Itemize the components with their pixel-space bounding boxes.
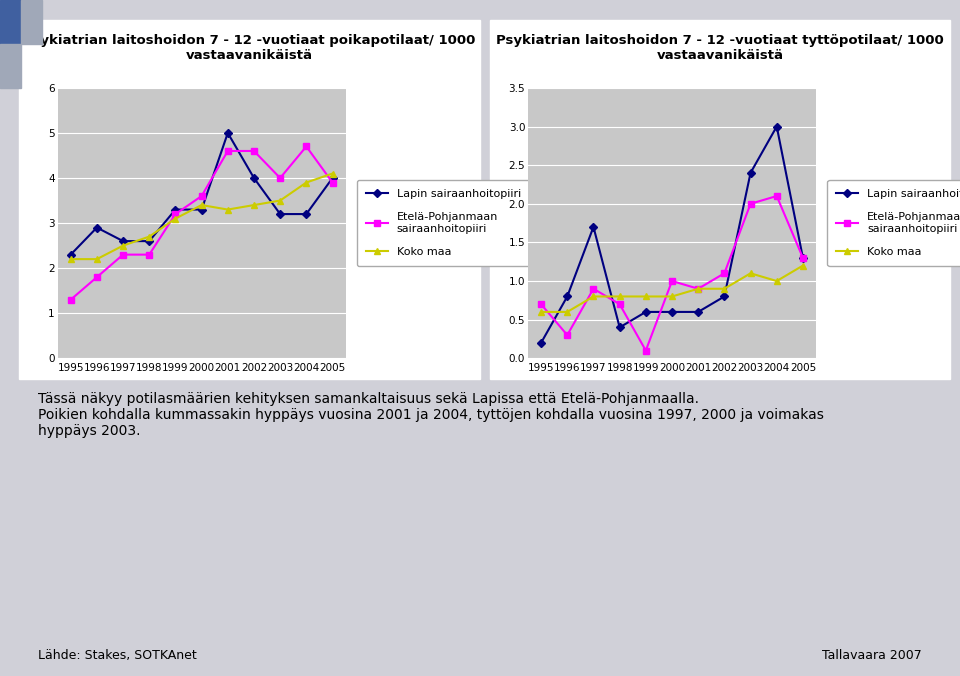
Koko maa xyxy=(745,269,756,277)
Koko maa xyxy=(613,293,625,301)
Line: Lapin sairaanhoitopiiri: Lapin sairaanhoitopiiri xyxy=(538,124,806,346)
Lapin sairaanhoitopiiri xyxy=(719,293,731,301)
Koko maa xyxy=(562,308,573,316)
Etelä-Pohjanmaan
sairaanhoitopiiri xyxy=(117,251,129,259)
Etelä-Pohjanmaan
sairaanhoitopiiri xyxy=(613,300,625,308)
Etelä-Pohjanmaan
sairaanhoitopiiri xyxy=(666,277,678,285)
Line: Koko maa: Koko maa xyxy=(67,170,336,262)
Lapin sairaanhoitopiiri xyxy=(143,237,155,245)
Etelä-Pohjanmaan
sairaanhoitopiiri xyxy=(143,251,155,259)
Koko maa xyxy=(588,293,599,301)
Koko maa xyxy=(326,170,338,178)
Etelä-Pohjanmaan
sairaanhoitopiiri xyxy=(275,174,286,182)
Lapin sairaanhoitopiiri xyxy=(562,293,573,301)
Lapin sairaanhoitopiiri xyxy=(666,308,678,316)
Etelä-Pohjanmaan
sairaanhoitopiiri xyxy=(562,331,573,339)
Lapin sairaanhoitopiiri xyxy=(326,174,338,182)
Lapin sairaanhoitopiiri xyxy=(745,169,756,177)
Etelä-Pohjanmaan
sairaanhoitopiiri xyxy=(91,273,103,281)
Text: Psykiatrian laitoshoidon 7 - 12 -vuotiaat poikapotilaat/ 1000
vastaavanikäistä: Psykiatrian laitoshoidon 7 - 12 -vuotiaa… xyxy=(23,34,476,62)
Etelä-Pohjanmaan
sairaanhoitopiiri xyxy=(536,300,547,308)
Koko maa xyxy=(170,214,181,222)
Koko maa xyxy=(222,206,233,214)
Etelä-Pohjanmaan
sairaanhoitopiiri xyxy=(65,295,77,304)
Line: Etelä-Pohjanmaan
sairaanhoitopiiri: Etelä-Pohjanmaan sairaanhoitopiiri xyxy=(67,143,336,303)
Lapin sairaanhoitopiiri xyxy=(275,210,286,218)
Legend: Lapin sairaanhoitopiiri, Etelä-Pohjanmaan
sairaanhoitopiiri, Koko maa: Lapin sairaanhoitopiiri, Etelä-Pohjanmaa… xyxy=(357,180,530,266)
Text: Tässä näkyy potilasmäärien kehityksen samankaltaisuus sekä Lapissa että Etelä-Po: Tässä näkyy potilasmäärien kehityksen sa… xyxy=(38,392,825,439)
Lapin sairaanhoitopiiri xyxy=(536,339,547,347)
Koko maa xyxy=(143,233,155,241)
Lapin sairaanhoitopiiri xyxy=(91,224,103,232)
Etelä-Pohjanmaan
sairaanhoitopiiri xyxy=(588,285,599,293)
Lapin sairaanhoitopiiri xyxy=(640,308,652,316)
Koko maa xyxy=(249,201,260,209)
Koko maa xyxy=(797,262,808,270)
Lapin sairaanhoitopiiri xyxy=(196,206,207,214)
Etelä-Pohjanmaan
sairaanhoitopiiri xyxy=(745,199,756,208)
Lapin sairaanhoitopiiri xyxy=(692,308,704,316)
Etelä-Pohjanmaan
sairaanhoitopiiri xyxy=(300,143,312,151)
Lapin sairaanhoitopiiri xyxy=(117,237,129,245)
Etelä-Pohjanmaan
sairaanhoitopiiri xyxy=(170,210,181,218)
Lapin sairaanhoitopiiri xyxy=(249,174,260,182)
Koko maa xyxy=(196,201,207,209)
Koko maa xyxy=(536,308,547,316)
Lapin sairaanhoitopiiri xyxy=(65,251,77,259)
Koko maa xyxy=(666,293,678,301)
Etelä-Pohjanmaan
sairaanhoitopiiri xyxy=(719,269,731,277)
Lapin sairaanhoitopiiri xyxy=(613,323,625,331)
Koko maa xyxy=(117,241,129,249)
Text: Psykiatrian laitoshoidon 7 - 12 -vuotiaat tyttöpotilaat/ 1000
vastaavanikäistä: Psykiatrian laitoshoidon 7 - 12 -vuotiaa… xyxy=(496,34,944,62)
Etelä-Pohjanmaan
sairaanhoitopiiri xyxy=(692,285,704,293)
Line: Koko maa: Koko maa xyxy=(538,262,806,315)
Lapin sairaanhoitopiiri xyxy=(588,223,599,231)
Koko maa xyxy=(275,197,286,205)
Lapin sairaanhoitopiiri xyxy=(222,129,233,137)
Koko maa xyxy=(719,285,731,293)
Koko maa xyxy=(65,255,77,263)
Koko maa xyxy=(771,277,782,285)
Etelä-Pohjanmaan
sairaanhoitopiiri xyxy=(326,178,338,187)
Etelä-Pohjanmaan
sairaanhoitopiiri xyxy=(222,147,233,155)
Text: Lähde: Stakes, SOTKAnet: Lähde: Stakes, SOTKAnet xyxy=(38,650,197,662)
Etelä-Pohjanmaan
sairaanhoitopiiri xyxy=(797,254,808,262)
Koko maa xyxy=(692,285,704,293)
Etelä-Pohjanmaan
sairaanhoitopiiri xyxy=(196,192,207,200)
Legend: Lapin sairaanhoitopiiri, Etelä-Pohjanmaan
sairaanhoitopiiri, Koko maa: Lapin sairaanhoitopiiri, Etelä-Pohjanmaa… xyxy=(828,180,960,266)
Koko maa xyxy=(300,178,312,187)
Lapin sairaanhoitopiiri xyxy=(797,254,808,262)
Line: Etelä-Pohjanmaan
sairaanhoitopiiri: Etelä-Pohjanmaan sairaanhoitopiiri xyxy=(538,193,806,354)
Lapin sairaanhoitopiiri xyxy=(771,122,782,130)
Etelä-Pohjanmaan
sairaanhoitopiiri xyxy=(771,192,782,200)
Koko maa xyxy=(640,293,652,301)
Etelä-Pohjanmaan
sairaanhoitopiiri xyxy=(249,147,260,155)
Text: Tallavaara 2007: Tallavaara 2007 xyxy=(822,650,922,662)
Lapin sairaanhoitopiiri xyxy=(300,210,312,218)
Lapin sairaanhoitopiiri xyxy=(170,206,181,214)
Line: Lapin sairaanhoitopiiri: Lapin sairaanhoitopiiri xyxy=(67,130,336,258)
Etelä-Pohjanmaan
sairaanhoitopiiri xyxy=(640,347,652,355)
Koko maa xyxy=(91,255,103,263)
